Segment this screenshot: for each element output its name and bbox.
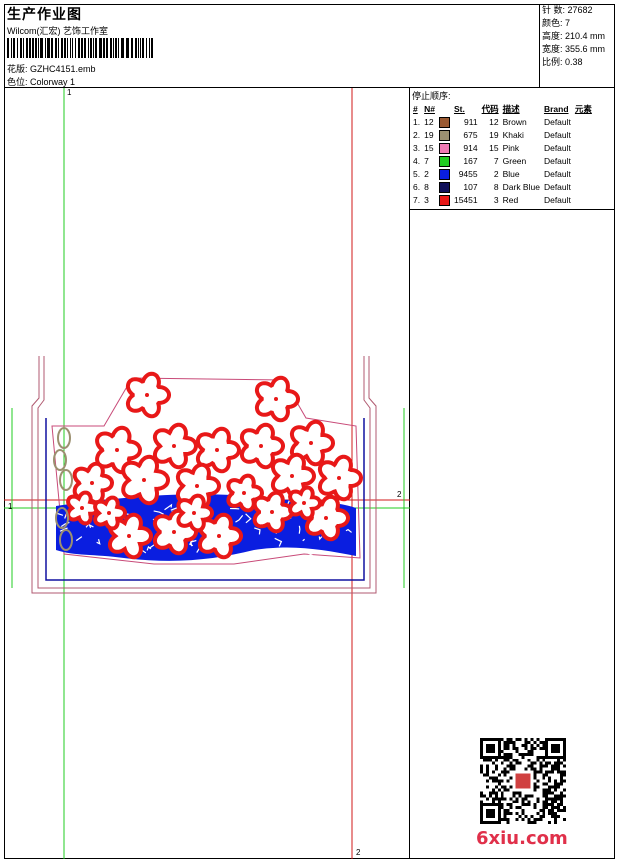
color-swatch (438, 195, 450, 207)
sequence-row: 6. 8 107 8 Dark Blue Default (413, 182, 571, 194)
flower (121, 454, 171, 506)
sequence-row: 4. 7 167 7 Green Default (413, 156, 571, 168)
embroidery-preview (4, 88, 410, 859)
sequence-header: 元素 (574, 104, 592, 114)
design-label: 花版: (7, 64, 28, 74)
flower (288, 485, 323, 521)
sequence-header: N# (424, 104, 435, 114)
design-file: GZHC4151.emb (30, 64, 96, 74)
flower (239, 422, 285, 470)
color-swatch (438, 182, 450, 194)
design-width: 宽度: 355.6 mm (542, 44, 606, 54)
color-swatch (438, 117, 450, 129)
flower (226, 473, 265, 513)
flower (254, 375, 300, 423)
colorway-line: 色位: Colorway 1 (7, 75, 75, 88)
color-swatch (438, 169, 450, 181)
marker-right: 2 (397, 490, 402, 499)
flower (289, 419, 336, 467)
stop-sequence-panel: 停止顺序: # N# St. 代码 描述 Brand 元素 1. 12 911 12 Brown De… (410, 88, 615, 210)
flower (125, 371, 171, 419)
sequence-row: 1. 12 911 12 Brown Default (413, 117, 571, 129)
flower (252, 490, 294, 534)
sequence-row: 3. 15 914 15 Pink Default (413, 143, 571, 155)
design-scale: 比例: 0.38 (542, 57, 583, 67)
watermark: 6xiu.com (476, 828, 568, 849)
studio-name: Wilcom(汇宏) 艺饰工作室 (7, 26, 108, 36)
color-count: 颜色: 7 (542, 18, 571, 28)
khaki-details (53, 427, 73, 551)
barcode (7, 38, 153, 58)
sequence-header: Brand (543, 104, 569, 114)
sequence-header: St. (453, 104, 465, 114)
sequence-row: 7. 3 15451 3 Red Default (413, 195, 571, 207)
colorway-label: 色位: (7, 77, 28, 87)
colorway-value: Colorway 1 (30, 77, 76, 87)
sequence-row: 5. 2 9455 2 Blue Default (413, 169, 571, 181)
color-swatch (438, 143, 450, 155)
page-title: 生产作业图 (7, 6, 82, 22)
sequence-header: # (413, 104, 418, 114)
flower-group (66, 371, 364, 560)
design-height: 高度: 210.4 mm (542, 31, 606, 41)
stitch-count: 针 数: 27682 (542, 5, 593, 15)
flower (317, 454, 364, 502)
sequence-header (437, 103, 452, 116)
flower (93, 495, 128, 531)
flower (195, 426, 242, 474)
sequence-header: 描述 (502, 104, 520, 114)
marker-top: 1 (67, 88, 72, 97)
hoop-outline (31, 356, 377, 594)
marker-left: 1 (8, 502, 13, 511)
frame-outline (45, 418, 365, 581)
design-canvas (4, 88, 410, 859)
flower (152, 422, 199, 470)
flower (66, 490, 101, 526)
sequence-title: 停止顺序: (412, 91, 451, 101)
flower (176, 493, 215, 533)
qr-code (480, 738, 566, 824)
sequence-table: # N# St. 代码 描述 Brand 元素 1. 12 911 12 Brown Default 2… (411, 103, 594, 207)
sequence-row: 2. 19 675 19 Khaki Default (413, 130, 571, 142)
marker-bottom: 2 (356, 848, 361, 857)
design-line: 花版: GZHC4151.emb (7, 62, 96, 75)
color-swatch (438, 130, 450, 142)
stats-panel: 针 数: 27682 颜色: 7 高度: 210.4 mm 宽度: 355.6 … (540, 4, 615, 88)
header-panel: 生产作业图 Wilcom(汇宏) 艺饰工作室 花版: GZHC4151.emb … (4, 4, 540, 88)
sequence-header: 代码 (481, 104, 499, 114)
flower (107, 512, 154, 560)
color-swatch (438, 156, 450, 168)
page-frame (4, 4, 615, 859)
